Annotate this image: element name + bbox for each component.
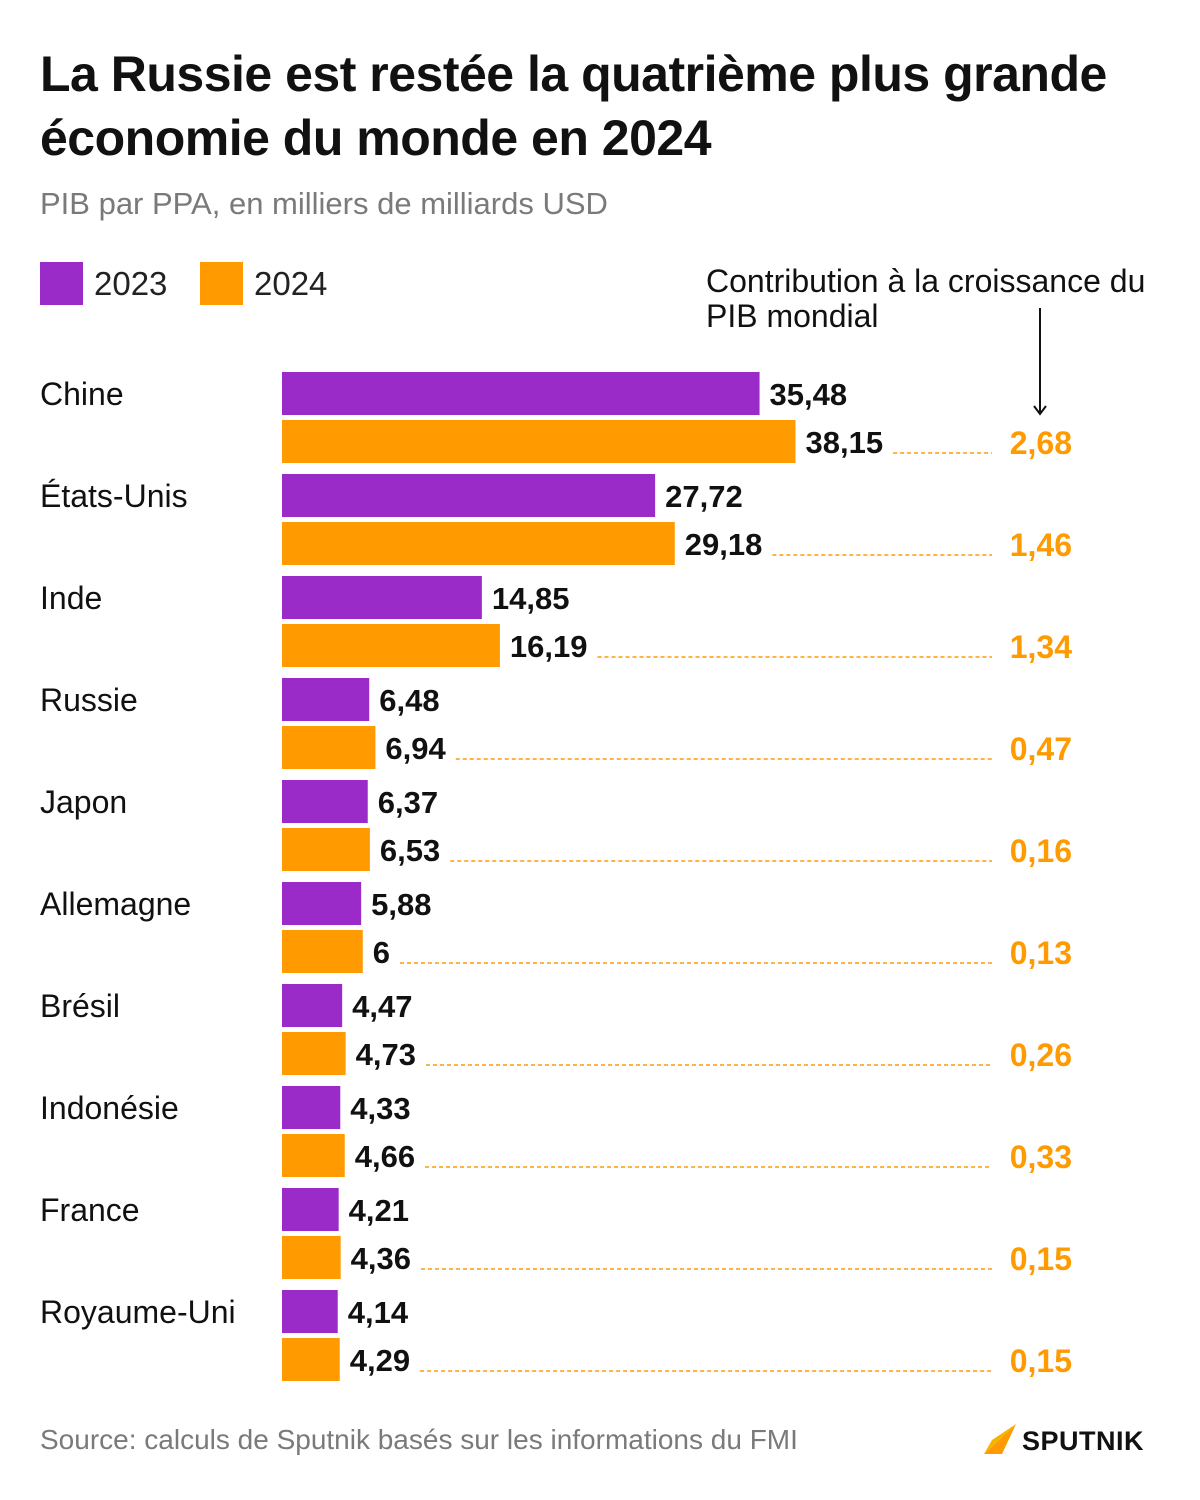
data-label-2024: 4,66 <box>355 1139 415 1174</box>
data-label-2023: 5,88 <box>371 887 431 922</box>
bar-2024 <box>282 624 500 667</box>
contribution-value: 0,15 <box>1010 1241 1072 1277</box>
source-note: Source: calculs de Sputnik basés sur les… <box>40 1422 798 1458</box>
data-label-2023: 4,14 <box>348 1295 409 1330</box>
category-label: États-Unis <box>40 478 188 514</box>
bar-2023 <box>282 1290 338 1333</box>
bar-2024 <box>282 420 795 463</box>
contribution-value: 0,26 <box>1010 1037 1072 1073</box>
bar-2024 <box>282 726 375 769</box>
bar-2024 <box>282 1236 341 1279</box>
data-label-2024: 6,94 <box>385 731 446 766</box>
category-label: Russie <box>40 682 138 718</box>
data-label-2023: 6,48 <box>379 683 439 718</box>
data-label-2024: 4,73 <box>356 1037 416 1072</box>
bar-2023 <box>282 372 760 415</box>
bar-2024 <box>282 1032 346 1075</box>
bar-2024 <box>282 930 363 973</box>
contribution-value: 1,34 <box>1010 629 1072 665</box>
contribution-value: 2,68 <box>1010 425 1072 461</box>
contribution-value: 0,33 <box>1010 1139 1072 1175</box>
category-label: Chine <box>40 376 124 412</box>
contribution-value: 0,15 <box>1010 1343 1072 1379</box>
bar-2023 <box>282 780 368 823</box>
bar-chart: Chine 35,48 38,15 2,68 États-Unis 27,72 29,18 1… <box>0 0 1200 1500</box>
data-label-2024: 4,29 <box>350 1343 410 1378</box>
category-label: Allemagne <box>40 886 191 922</box>
data-label-2023: 6,37 <box>378 785 438 820</box>
contribution-value: 0,47 <box>1010 731 1072 767</box>
data-label-2024: 6 <box>373 935 390 970</box>
sputnik-brand: SPUTNIK <box>1022 1426 1144 1456</box>
category-label: Inde <box>40 580 102 616</box>
bar-2024 <box>282 1134 345 1177</box>
bar-2023 <box>282 984 342 1027</box>
category-label: Royaume-Uni <box>40 1294 236 1330</box>
contribution-value: 0,13 <box>1010 935 1072 971</box>
data-label-2023: 27,72 <box>665 479 743 514</box>
bar-2023 <box>282 678 369 721</box>
bar-2023 <box>282 1086 340 1129</box>
data-label-2023: 4,47 <box>352 989 412 1024</box>
bar-2024 <box>282 828 370 871</box>
sputnik-logo-icon <box>982 1420 1018 1456</box>
category-label: Japon <box>40 784 127 820</box>
data-label-2023: 4,21 <box>349 1193 409 1228</box>
data-label-2024: 29,18 <box>685 527 763 562</box>
contribution-value: 0,16 <box>1010 833 1072 869</box>
data-label-2023: 14,85 <box>492 581 570 616</box>
data-label-2024: 6,53 <box>380 833 440 868</box>
bar-2023 <box>282 474 655 517</box>
data-label-2024: 38,15 <box>805 425 883 460</box>
bar-2023 <box>282 576 482 619</box>
data-label-2024: 4,36 <box>351 1241 411 1276</box>
data-label-2024: 16,19 <box>510 629 588 664</box>
bar-2024 <box>282 1338 340 1381</box>
data-label-2023: 35,48 <box>770 377 848 412</box>
category-label: Brésil <box>40 988 120 1024</box>
bar-2023 <box>282 882 361 925</box>
data-label-2023: 4,33 <box>350 1091 410 1126</box>
category-label: France <box>40 1192 140 1228</box>
bar-2024 <box>282 522 675 565</box>
contribution-value: 1,46 <box>1010 527 1072 563</box>
category-label: Indonésie <box>40 1090 179 1126</box>
bar-2023 <box>282 1188 339 1231</box>
